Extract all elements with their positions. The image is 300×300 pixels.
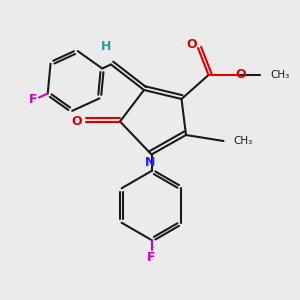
Text: N: N [145,155,155,169]
Text: F: F [147,250,156,264]
Text: O: O [186,38,197,52]
Text: H: H [101,40,112,53]
Text: F: F [29,94,38,106]
Text: CH₃: CH₃ [233,136,252,146]
Text: CH₃: CH₃ [270,70,289,80]
Text: O: O [235,68,246,82]
Text: O: O [72,115,83,128]
